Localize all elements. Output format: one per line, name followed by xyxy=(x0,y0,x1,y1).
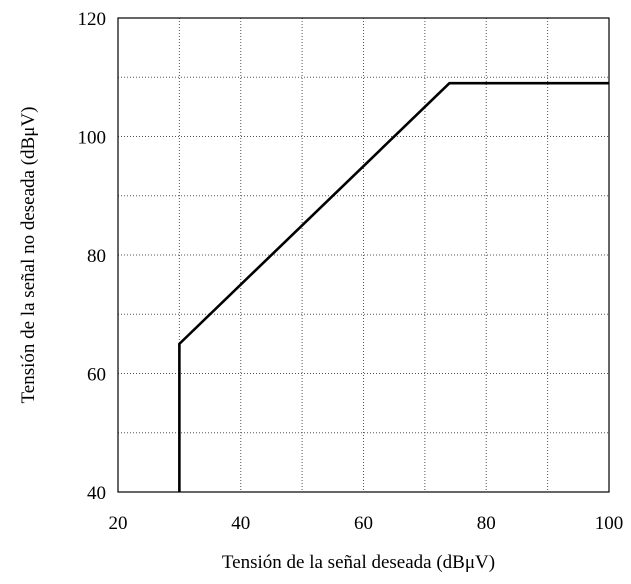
x-tick-label: 60 xyxy=(354,513,373,534)
plot-frame xyxy=(117,17,610,493)
x-tick-label: 40 xyxy=(231,513,250,534)
y-tick-label: 120 xyxy=(78,9,107,30)
x-tick-label: 100 xyxy=(595,513,624,534)
series-line xyxy=(178,81,609,492)
series-group xyxy=(178,81,609,492)
x-tick-label: 20 xyxy=(109,513,128,534)
y-tick-label: 40 xyxy=(87,483,106,504)
y-tick-label: 100 xyxy=(78,128,107,149)
y-tick-label: 60 xyxy=(87,365,106,386)
x-tick-label: 80 xyxy=(477,513,496,534)
x-tick-labels: 20 40 60 80 100 xyxy=(109,513,624,534)
y-tick-labels: 40 60 80 100 120 xyxy=(78,9,107,504)
grid xyxy=(118,18,609,492)
x-axis-title: Tensión de la señal deseada (dBμV) xyxy=(222,552,495,573)
y-axis-title: Tensión de la señal no deseada (dBμV) xyxy=(18,107,39,404)
y-tick-label: 80 xyxy=(87,246,106,267)
